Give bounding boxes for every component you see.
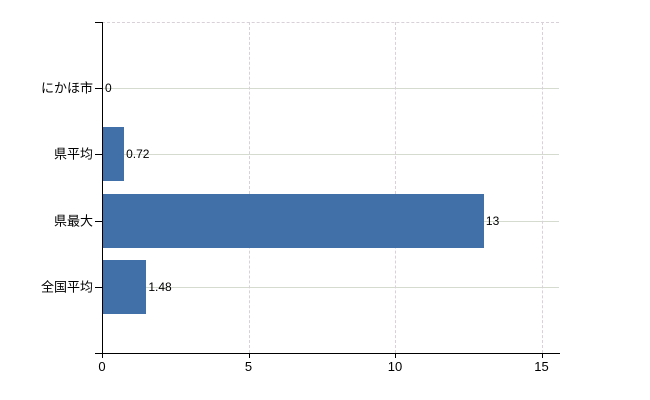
- bar-value-label: 0: [105, 81, 112, 96]
- x-tick-mark: [395, 353, 396, 358]
- x-tick-label: 10: [387, 359, 403, 374]
- y-tick-mark: [95, 286, 102, 288]
- bar: [103, 259, 147, 314]
- category-gridline: [102, 286, 559, 288]
- category-gridline: [102, 88, 559, 90]
- x-gridline: [541, 22, 543, 353]
- category-label: 県平均: [53, 146, 93, 162]
- x-tick-mark: [248, 353, 250, 358]
- x-gridline: [395, 22, 396, 353]
- x-tick-label: 0: [98, 359, 106, 374]
- category-label: にかほ市: [40, 80, 93, 96]
- x-tick-mark: [102, 353, 103, 358]
- bar-value-label: 0.72: [126, 147, 150, 162]
- category-gridline: [102, 154, 559, 156]
- y-tick-mark: [95, 220, 102, 222]
- x-tick-label: 15: [534, 359, 549, 374]
- x-axis-line: [95, 353, 560, 354]
- bar: [103, 127, 125, 182]
- y-tick-mark: [95, 154, 102, 156]
- bar-value-label: 13: [485, 213, 500, 228]
- y-tick-mark: [95, 88, 102, 90]
- category-label: 全国平均: [40, 279, 93, 295]
- bar: [103, 193, 484, 248]
- y-axis-line: [102, 22, 103, 353]
- x-gridline: [248, 22, 250, 353]
- y-axis-top-tick: [95, 22, 102, 23]
- bar-value-label: 1.48: [148, 279, 172, 294]
- plot-top-border: [102, 22, 559, 23]
- x-tick-label: 5: [244, 359, 253, 374]
- x-tick-mark: [541, 353, 543, 358]
- category-label: 県最大: [53, 213, 93, 229]
